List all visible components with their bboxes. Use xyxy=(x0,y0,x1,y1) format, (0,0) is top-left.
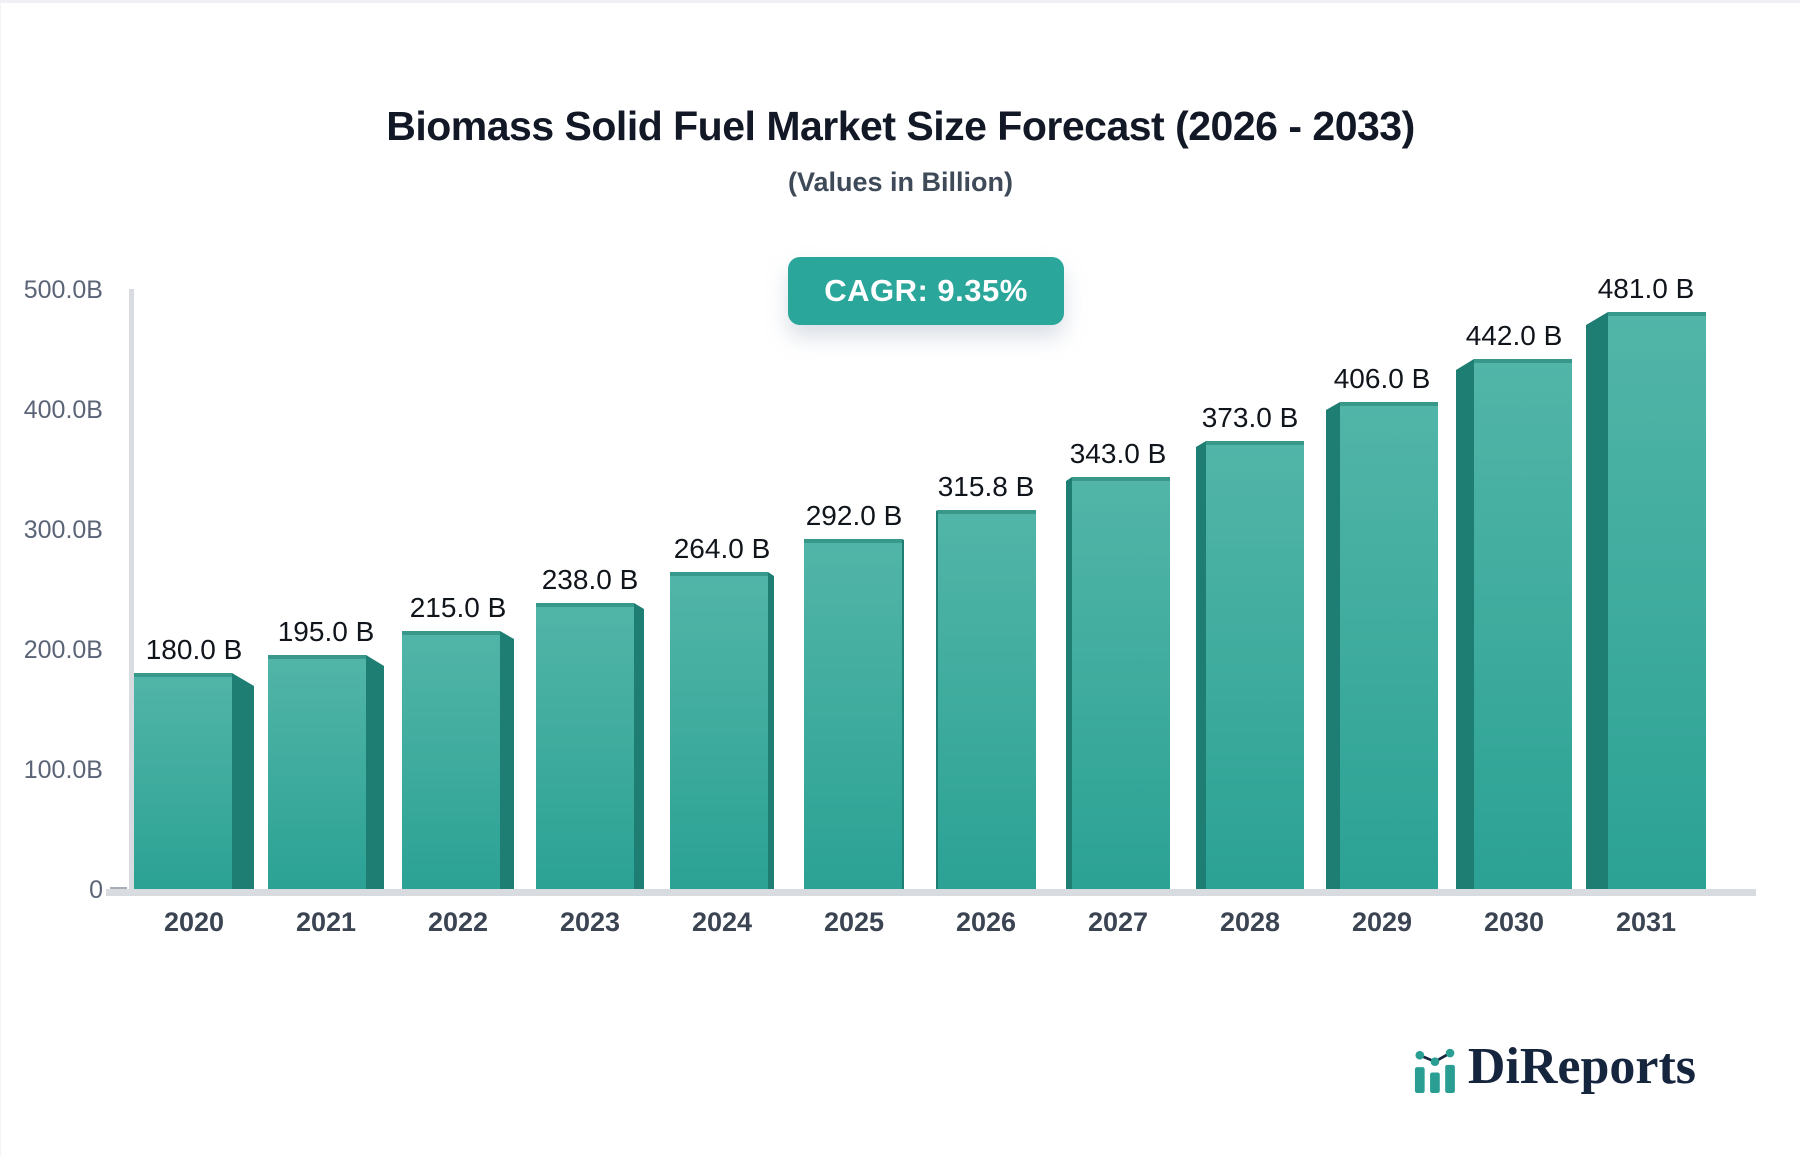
bar-2028[interactable] xyxy=(1206,441,1304,889)
bar-top-edge-2030 xyxy=(1474,359,1572,363)
bar-2027[interactable] xyxy=(1072,477,1170,889)
logo-dot-middle xyxy=(1430,1057,1440,1066)
bar-value-label-2028: 373.0 B xyxy=(1202,402,1299,433)
bar-top-edge-2028 xyxy=(1206,441,1304,445)
bar-value-label-2026: 315.8 B xyxy=(938,471,1035,502)
bar-side-2031 xyxy=(1586,312,1608,889)
bar-top-edge-2023 xyxy=(536,603,634,607)
y-tick-label-500.0B: 500.0B xyxy=(24,276,103,304)
bar-value-label-2031: 481.0 B xyxy=(1598,273,1695,304)
bar-value-label-2023: 238.0 B xyxy=(542,564,639,595)
x-tick-label-2020: 2020 xyxy=(164,907,224,937)
bar-top-edge-2029 xyxy=(1340,402,1438,406)
cagr-badge: CAGR: 9.35% xyxy=(788,257,1064,325)
y-tick-label-400.0B: 400.0B xyxy=(24,396,103,424)
bar-2024[interactable] xyxy=(670,572,768,889)
bar-2022[interactable] xyxy=(402,631,500,889)
x-tick-label-2031: 2031 xyxy=(1616,907,1676,937)
x-tick-label-2027: 2027 xyxy=(1088,907,1148,937)
bar-top-edge-2025 xyxy=(804,539,902,543)
x-tick-label-2021: 2021 xyxy=(296,907,356,937)
bar-top-edge-2031 xyxy=(1608,312,1706,316)
y-tick-label-0: 0 xyxy=(89,876,103,904)
bar-side-2023 xyxy=(634,603,644,889)
bar-side-2025 xyxy=(902,539,904,889)
bar-top-edge-2024 xyxy=(670,572,768,576)
zero-tick-dash xyxy=(110,887,127,890)
logo-dot-left xyxy=(1415,1050,1424,1060)
x-tick-label-2025: 2025 xyxy=(824,907,884,937)
bar-side-2022 xyxy=(500,631,514,889)
bar-top-edge-2026 xyxy=(938,510,1036,514)
bar-2025[interactable] xyxy=(804,539,902,889)
bar-top-edge-2027 xyxy=(1072,477,1170,481)
y-tick-label-300.0B: 300.0B xyxy=(24,516,103,544)
bar-side-2028 xyxy=(1196,441,1206,889)
bar-2023[interactable] xyxy=(536,603,634,889)
bar-side-2021 xyxy=(366,655,384,889)
bar-value-label-2024: 264.0 B xyxy=(674,533,771,564)
logo-bar-left xyxy=(1414,1067,1425,1093)
chart-svg: 500.0B 400.0B 300.0B 200.0B 100.0B 0 180.0 B 20… xyxy=(24,273,1756,937)
y-tick-label-200.0B: 200.0B xyxy=(24,636,103,664)
y-axis-line xyxy=(129,289,134,893)
x-tick-label-2026: 2026 xyxy=(956,907,1016,937)
logo-bar-right xyxy=(1444,1064,1455,1093)
x-tick-label-2028: 2028 xyxy=(1220,907,1280,937)
logo-dot-right xyxy=(1445,1048,1455,1058)
brand-logo-text: DiReports xyxy=(1467,1038,1696,1095)
chart-title: Biomass Solid Fuel Market Size Forecast … xyxy=(386,103,1415,149)
x-axis-baseline xyxy=(106,889,1756,896)
bar-2020[interactable] xyxy=(134,673,232,889)
bar-2026[interactable] xyxy=(938,510,1036,889)
y-tick-label-100.0B: 100.0B xyxy=(24,756,103,784)
bar-side-2020 xyxy=(232,673,254,889)
brand-logo[interactable]: DiReports xyxy=(1412,1039,1696,1093)
bar-value-label-2025: 292.0 B xyxy=(806,500,903,531)
bar-value-label-2021: 195.0 B xyxy=(278,616,375,647)
x-tick-label-2022: 2022 xyxy=(428,907,488,937)
bar-top-edge-2020 xyxy=(134,673,232,677)
x-tick-label-2024: 2024 xyxy=(692,907,752,937)
bar-2029[interactable] xyxy=(1340,402,1438,889)
bar-side-2029 xyxy=(1326,402,1340,889)
bar-2031[interactable] xyxy=(1608,312,1706,889)
bar-side-2030 xyxy=(1456,359,1474,889)
bar-2021[interactable] xyxy=(268,655,366,889)
bar-side-2027 xyxy=(1066,477,1072,889)
bar-value-label-2027: 343.0 B xyxy=(1070,438,1167,469)
bar-side-2024 xyxy=(768,572,774,889)
bar-value-label-2030: 442.0 B xyxy=(1466,320,1563,351)
chart-subtitle: (Values in Billion) xyxy=(787,167,1014,197)
bar-2030[interactable] xyxy=(1474,359,1572,889)
bar-value-label-2029: 406.0 B xyxy=(1334,363,1431,394)
bar-side-2026 xyxy=(936,510,938,889)
x-tick-label-2023: 2023 xyxy=(560,907,620,937)
bar-top-edge-2021 xyxy=(268,655,366,659)
bar-top-edge-2022 xyxy=(402,631,500,635)
logo-bar-middle xyxy=(1429,1072,1440,1093)
cagr-badge-label: CAGR: 9.35% xyxy=(824,273,1028,308)
bar-value-label-2020: 180.0 B xyxy=(146,634,243,665)
x-tick-label-2029: 2029 xyxy=(1352,907,1412,937)
mini-bar-chart-with-dots-icon xyxy=(1414,1048,1455,1093)
x-tick-label-2030: 2030 xyxy=(1484,907,1544,937)
bar-value-label-2022: 215.0 B xyxy=(410,592,507,623)
